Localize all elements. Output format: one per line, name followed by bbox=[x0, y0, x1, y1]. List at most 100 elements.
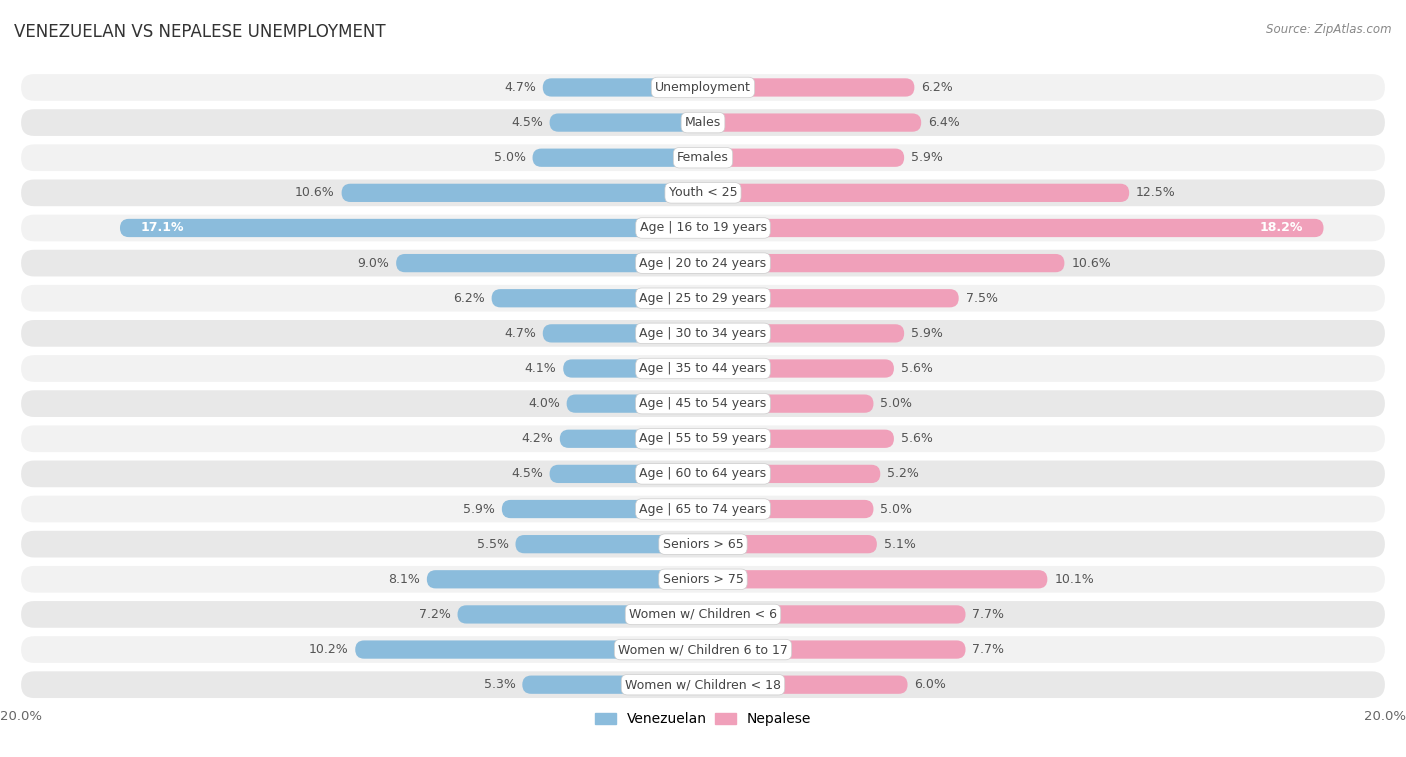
Text: Age | 55 to 59 years: Age | 55 to 59 years bbox=[640, 432, 766, 445]
FancyBboxPatch shape bbox=[703, 324, 904, 342]
FancyBboxPatch shape bbox=[356, 640, 703, 659]
Text: Women w/ Children < 18: Women w/ Children < 18 bbox=[626, 678, 780, 691]
Text: 10.6%: 10.6% bbox=[1071, 257, 1111, 269]
Text: 4.7%: 4.7% bbox=[505, 327, 536, 340]
FancyBboxPatch shape bbox=[703, 184, 1129, 202]
Text: Age | 60 to 64 years: Age | 60 to 64 years bbox=[640, 467, 766, 481]
FancyBboxPatch shape bbox=[703, 465, 880, 483]
Text: 5.6%: 5.6% bbox=[901, 432, 932, 445]
Text: 7.7%: 7.7% bbox=[973, 608, 1004, 621]
FancyBboxPatch shape bbox=[703, 430, 894, 448]
FancyBboxPatch shape bbox=[21, 285, 1385, 312]
FancyBboxPatch shape bbox=[703, 394, 873, 413]
Text: Seniors > 65: Seniors > 65 bbox=[662, 537, 744, 550]
FancyBboxPatch shape bbox=[21, 460, 1385, 488]
Text: Males: Males bbox=[685, 116, 721, 129]
Text: Seniors > 75: Seniors > 75 bbox=[662, 573, 744, 586]
FancyBboxPatch shape bbox=[21, 74, 1385, 101]
FancyBboxPatch shape bbox=[21, 179, 1385, 206]
Text: 4.7%: 4.7% bbox=[505, 81, 536, 94]
Text: 7.7%: 7.7% bbox=[973, 643, 1004, 656]
Text: 6.4%: 6.4% bbox=[928, 116, 960, 129]
FancyBboxPatch shape bbox=[457, 606, 703, 624]
FancyBboxPatch shape bbox=[21, 601, 1385, 628]
FancyBboxPatch shape bbox=[21, 425, 1385, 452]
Text: Age | 65 to 74 years: Age | 65 to 74 years bbox=[640, 503, 766, 516]
Text: Age | 35 to 44 years: Age | 35 to 44 years bbox=[640, 362, 766, 375]
FancyBboxPatch shape bbox=[560, 430, 703, 448]
Text: 6.0%: 6.0% bbox=[914, 678, 946, 691]
FancyBboxPatch shape bbox=[543, 78, 703, 97]
FancyBboxPatch shape bbox=[516, 535, 703, 553]
FancyBboxPatch shape bbox=[21, 215, 1385, 241]
Text: 5.0%: 5.0% bbox=[494, 151, 526, 164]
Text: 12.5%: 12.5% bbox=[1136, 186, 1175, 199]
FancyBboxPatch shape bbox=[703, 675, 908, 694]
Text: Age | 25 to 29 years: Age | 25 to 29 years bbox=[640, 291, 766, 305]
Text: Age | 16 to 19 years: Age | 16 to 19 years bbox=[640, 222, 766, 235]
Text: Source: ZipAtlas.com: Source: ZipAtlas.com bbox=[1267, 23, 1392, 36]
FancyBboxPatch shape bbox=[703, 289, 959, 307]
Text: Age | 30 to 34 years: Age | 30 to 34 years bbox=[640, 327, 766, 340]
FancyBboxPatch shape bbox=[543, 324, 703, 342]
Text: Women w/ Children < 6: Women w/ Children < 6 bbox=[628, 608, 778, 621]
FancyBboxPatch shape bbox=[533, 148, 703, 167]
Text: 10.2%: 10.2% bbox=[309, 643, 349, 656]
FancyBboxPatch shape bbox=[21, 636, 1385, 663]
Text: 6.2%: 6.2% bbox=[921, 81, 953, 94]
FancyBboxPatch shape bbox=[502, 500, 703, 518]
FancyBboxPatch shape bbox=[21, 320, 1385, 347]
FancyBboxPatch shape bbox=[703, 535, 877, 553]
FancyBboxPatch shape bbox=[21, 531, 1385, 557]
FancyBboxPatch shape bbox=[703, 640, 966, 659]
Text: 6.2%: 6.2% bbox=[453, 291, 485, 305]
FancyBboxPatch shape bbox=[492, 289, 703, 307]
FancyBboxPatch shape bbox=[21, 109, 1385, 136]
FancyBboxPatch shape bbox=[703, 500, 873, 518]
FancyBboxPatch shape bbox=[21, 566, 1385, 593]
FancyBboxPatch shape bbox=[396, 254, 703, 273]
Text: Age | 45 to 54 years: Age | 45 to 54 years bbox=[640, 397, 766, 410]
Text: Age | 20 to 24 years: Age | 20 to 24 years bbox=[640, 257, 766, 269]
Text: 4.0%: 4.0% bbox=[527, 397, 560, 410]
Text: 4.2%: 4.2% bbox=[522, 432, 553, 445]
FancyBboxPatch shape bbox=[427, 570, 703, 588]
Text: 18.2%: 18.2% bbox=[1260, 222, 1303, 235]
FancyBboxPatch shape bbox=[703, 254, 1064, 273]
FancyBboxPatch shape bbox=[342, 184, 703, 202]
Text: 7.2%: 7.2% bbox=[419, 608, 451, 621]
FancyBboxPatch shape bbox=[703, 78, 914, 97]
Text: 10.6%: 10.6% bbox=[295, 186, 335, 199]
FancyBboxPatch shape bbox=[21, 391, 1385, 417]
Legend: Venezuelan, Nepalese: Venezuelan, Nepalese bbox=[589, 707, 817, 732]
Text: 10.1%: 10.1% bbox=[1054, 573, 1094, 586]
Text: 9.0%: 9.0% bbox=[357, 257, 389, 269]
Text: 5.5%: 5.5% bbox=[477, 537, 509, 550]
FancyBboxPatch shape bbox=[21, 496, 1385, 522]
Text: VENEZUELAN VS NEPALESE UNEMPLOYMENT: VENEZUELAN VS NEPALESE UNEMPLOYMENT bbox=[14, 23, 385, 41]
Text: 5.2%: 5.2% bbox=[887, 467, 920, 481]
Text: 5.6%: 5.6% bbox=[901, 362, 932, 375]
Text: 5.9%: 5.9% bbox=[911, 327, 943, 340]
Text: Women w/ Children 6 to 17: Women w/ Children 6 to 17 bbox=[619, 643, 787, 656]
Text: Unemployment: Unemployment bbox=[655, 81, 751, 94]
FancyBboxPatch shape bbox=[21, 145, 1385, 171]
Text: 7.5%: 7.5% bbox=[966, 291, 997, 305]
Text: Females: Females bbox=[678, 151, 728, 164]
FancyBboxPatch shape bbox=[703, 570, 1047, 588]
FancyBboxPatch shape bbox=[550, 465, 703, 483]
Text: 5.0%: 5.0% bbox=[880, 397, 912, 410]
FancyBboxPatch shape bbox=[522, 675, 703, 694]
Text: 17.1%: 17.1% bbox=[141, 222, 184, 235]
FancyBboxPatch shape bbox=[703, 219, 1323, 237]
Text: 5.1%: 5.1% bbox=[884, 537, 915, 550]
FancyBboxPatch shape bbox=[703, 606, 966, 624]
FancyBboxPatch shape bbox=[21, 355, 1385, 382]
Text: 5.3%: 5.3% bbox=[484, 678, 516, 691]
Text: Youth < 25: Youth < 25 bbox=[669, 186, 737, 199]
Text: 5.9%: 5.9% bbox=[911, 151, 943, 164]
FancyBboxPatch shape bbox=[120, 219, 703, 237]
FancyBboxPatch shape bbox=[564, 360, 703, 378]
FancyBboxPatch shape bbox=[567, 394, 703, 413]
Text: 5.0%: 5.0% bbox=[880, 503, 912, 516]
